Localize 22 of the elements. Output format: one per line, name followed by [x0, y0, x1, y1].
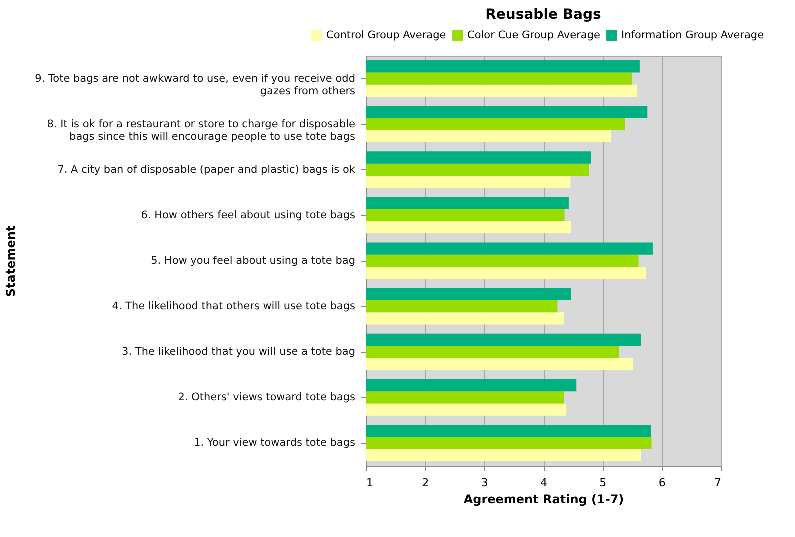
y-tick-label: 1. Your view towards tote bags: [194, 437, 356, 450]
x-tick-label: 7: [714, 476, 722, 490]
legend-label: Color Cue Group Average: [468, 30, 600, 42]
y-tick-label: 4. The likelihood that others will use tote bags: [112, 300, 356, 313]
legend-label: Control Group Average: [326, 30, 446, 42]
x-axis-title: Agreement Rating (1-7): [464, 492, 624, 506]
x-tick-label: 2: [422, 476, 430, 490]
y-tick-label: 3. The likelihood that you will use a tote bag: [122, 346, 356, 358]
chart-title: Reusable Bags: [486, 7, 602, 23]
y-tick-label: 6. How others feel about using tote bags: [141, 209, 356, 222]
x-tick-label: 5: [600, 476, 607, 490]
y-axis-title: Statement: [4, 226, 18, 298]
y-tick-label: 5. How you feel about using a tote bag: [151, 255, 356, 267]
x-tick-label: 6: [658, 476, 666, 490]
legend-label: Information Group Average: [622, 30, 764, 42]
x-tick-label: 3: [481, 476, 488, 490]
x-tick-label: 4: [540, 476, 548, 490]
y-tick-label: 8. It is ok for a restaurant or store to charge for disposable bags since this will encourage people to use tote bags: [47, 118, 356, 143]
y-tick-label: 7. A city ban of disposable (paper and plastic) bags is ok: [58, 164, 356, 176]
y-tick-label: 2. Others' views toward tote bags: [178, 392, 356, 404]
y-tick-label: 9. Tote bags are not awkward to use, even if you receive odd gazes from others: [35, 72, 356, 98]
x-tick-label: 1: [366, 476, 374, 490]
